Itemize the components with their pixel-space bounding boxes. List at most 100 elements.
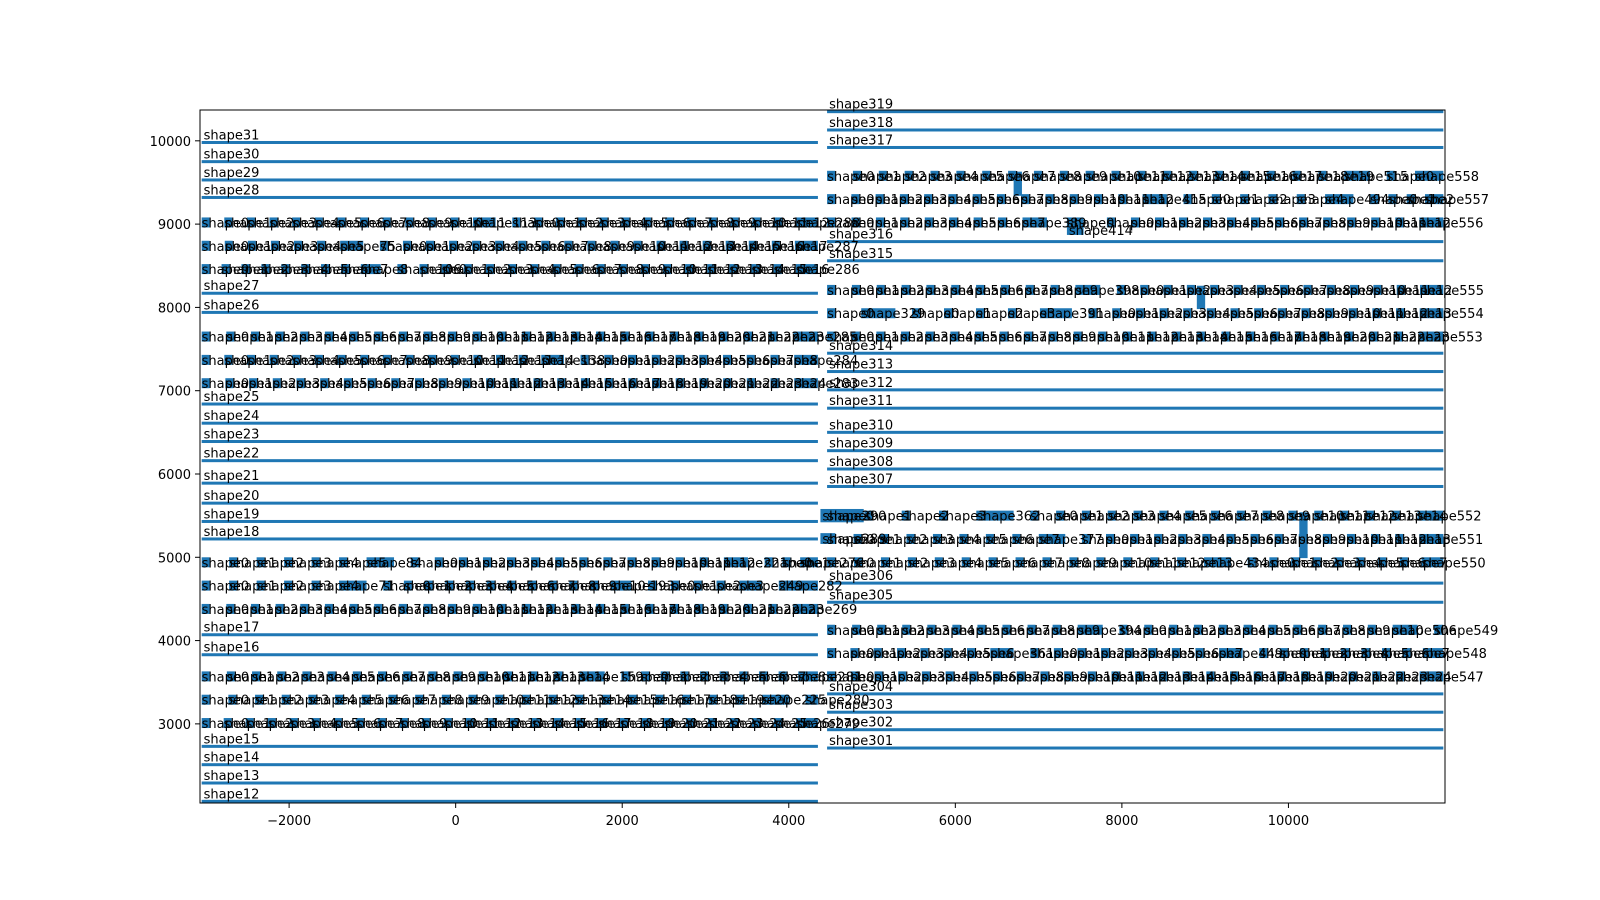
- cell-mark: [360, 264, 381, 275]
- cell-mark: [976, 510, 1014, 521]
- shape-label: shape3: [1179, 216, 1227, 231]
- shape-label: shape9: [709, 216, 757, 231]
- shape-label: shape0: [1089, 307, 1137, 322]
- shape-label: shape23: [747, 377, 803, 392]
- cell-mark: [321, 264, 330, 275]
- cell-mark: [1320, 648, 1329, 659]
- cell-mark: [201, 718, 210, 729]
- cell-mark: [876, 284, 885, 295]
- cell-mark: [1050, 284, 1059, 295]
- cell-mark: [314, 217, 323, 228]
- shape-label: shape5: [956, 170, 1004, 185]
- shape-label: shape318: [829, 116, 893, 131]
- cell-mark: [827, 557, 836, 568]
- cell-mark: [854, 557, 863, 568]
- shape-label: shape2: [879, 170, 927, 185]
- line-mark: [201, 459, 818, 463]
- cell-mark: [226, 603, 235, 614]
- shape-label: shape6: [1230, 307, 1278, 322]
- shape-label: shape12: [657, 240, 713, 255]
- shape-label: shape20: [204, 489, 260, 504]
- shape-label: shape1: [1131, 216, 1179, 231]
- shape-label: shape280: [805, 694, 869, 709]
- cell-mark: [1425, 194, 1444, 205]
- shape-label: shape21: [719, 603, 775, 618]
- cell-mark: [463, 264, 472, 275]
- shape-label: shape3: [680, 670, 728, 685]
- cell-mark: [1340, 510, 1349, 521]
- shape-label: shape26: [204, 298, 260, 313]
- cell-mark: [827, 217, 836, 228]
- shape-label: shape6: [507, 580, 555, 595]
- shape-label: shape549: [1434, 624, 1498, 639]
- shape-label: shape9: [587, 240, 635, 255]
- shape-label: shape13: [1135, 670, 1191, 685]
- shape-label: shape5: [1362, 647, 1410, 662]
- shape-label: shape8: [770, 354, 818, 369]
- shape-label: shape5: [325, 603, 373, 618]
- line-mark: [827, 581, 1444, 585]
- shape-label: shape0: [202, 556, 250, 571]
- line-mark: [827, 710, 1444, 714]
- cell-mark: [748, 240, 757, 251]
- shape-label: shape5: [962, 556, 1010, 571]
- shape-label: shape12: [1372, 307, 1428, 322]
- cell-mark: [861, 308, 896, 319]
- cell-mark: [1214, 170, 1223, 181]
- shape-label: shape5: [1244, 624, 1292, 639]
- cell-mark: [621, 217, 630, 228]
- shape-label: shape4: [308, 694, 356, 709]
- cell-mark: [1022, 217, 1047, 228]
- cell-mark: [441, 264, 450, 275]
- shape-label: shape16: [596, 331, 652, 346]
- cell-mark: [875, 194, 884, 205]
- cell-mark: [458, 557, 467, 568]
- cell-mark: [675, 354, 684, 365]
- shape-label: shape1: [1212, 193, 1260, 208]
- shape-label: shape2: [1082, 510, 1130, 525]
- shape-label: shape2: [1164, 284, 1212, 299]
- cell-mark: [337, 217, 346, 228]
- shape-label: shape4: [935, 556, 983, 571]
- shape-label: shape6: [338, 354, 386, 369]
- cell-mark: [920, 648, 929, 659]
- shape-label: shape13: [488, 717, 544, 732]
- shape-label: shape12: [1371, 533, 1427, 548]
- shape-label: shape1: [229, 556, 277, 571]
- line-mark: [201, 763, 818, 767]
- cell-mark: [875, 217, 884, 228]
- cell-mark: [284, 580, 293, 591]
- cell-mark: [428, 671, 437, 682]
- shape-label: shape14: [510, 717, 566, 732]
- line-mark: [201, 160, 818, 164]
- cell-mark: [518, 240, 527, 251]
- shape-label: shape312: [829, 376, 893, 391]
- shape-label: shape4: [294, 240, 342, 255]
- shape-label: shape19: [670, 603, 726, 618]
- cell-mark: [1367, 624, 1376, 635]
- cell-mark: [224, 240, 233, 251]
- cell-mark: [686, 217, 695, 228]
- cell-mark: [597, 718, 606, 729]
- shape-label: shape11: [1094, 193, 1150, 208]
- shape-label: shape15: [726, 240, 782, 255]
- shape-label: shape22: [744, 603, 800, 618]
- shape-label: shape0: [621, 670, 669, 685]
- shape-label: shape20: [735, 694, 791, 709]
- cell-mark: [296, 378, 305, 389]
- shape-label: shape7: [997, 193, 1045, 208]
- cell-mark: [1206, 671, 1215, 682]
- cell-mark: [507, 580, 516, 591]
- shape-label: shape2: [880, 533, 928, 548]
- shape-label: shape0: [912, 307, 960, 322]
- shape-label: shape1: [227, 670, 275, 685]
- line-mark: [827, 449, 1444, 453]
- y-tick-label: 5000: [158, 551, 191, 566]
- shape-label: shape6: [1172, 647, 1220, 662]
- shape-label: shape9: [1051, 284, 1099, 299]
- shape-label: shape4: [507, 556, 555, 571]
- cell-mark: [311, 580, 320, 591]
- cell-mark: [1183, 194, 1192, 205]
- cell-mark: [743, 603, 752, 614]
- shape-label: shape10: [1347, 216, 1403, 231]
